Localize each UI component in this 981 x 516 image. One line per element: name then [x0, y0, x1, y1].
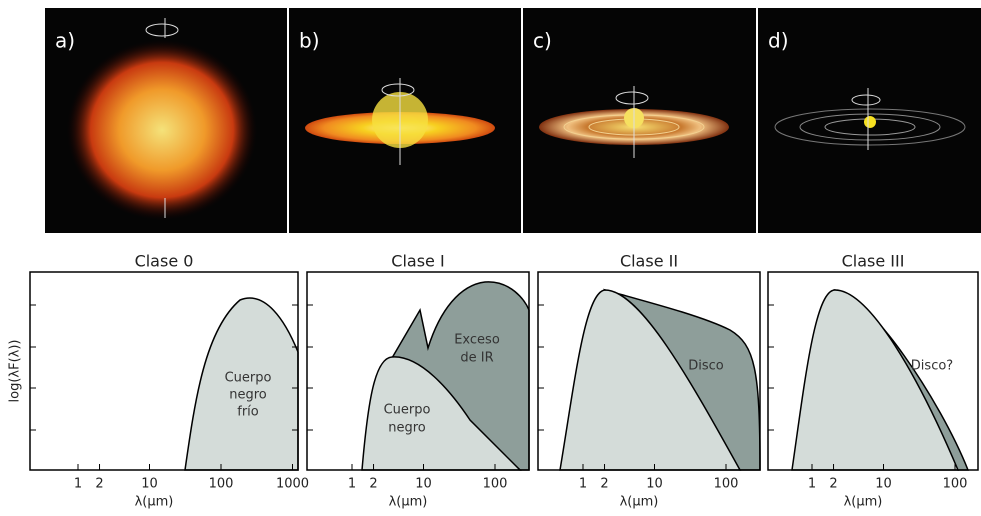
- spin: [381, 83, 415, 97]
- panel-label: a): [55, 29, 75, 53]
- plot-frame: [306, 271, 530, 471]
- plot-frame: [767, 271, 979, 471]
- x-tick-label: 100: [714, 477, 739, 492]
- blackbody: [791, 289, 960, 471]
- plot-frame: [537, 271, 761, 471]
- plot-title: Clase I: [391, 252, 444, 271]
- annotation: negro: [229, 388, 267, 403]
- annotation: frío: [237, 405, 259, 420]
- star: [864, 116, 876, 128]
- x-tick-label: 100: [209, 477, 234, 492]
- plot-title: Clase 0: [135, 252, 194, 271]
- ring: [774, 108, 966, 146]
- x-tick-label: 1: [74, 477, 82, 492]
- x-axis-label: λ(μm): [844, 495, 883, 510]
- image-panels: [45, 8, 981, 233]
- x-tick-label: 2: [600, 477, 608, 492]
- annotation: de IR: [460, 351, 493, 366]
- blackbody: [361, 356, 522, 471]
- blackbody: [184, 297, 299, 471]
- plot-title: Clase II: [620, 252, 678, 271]
- annotation: Disco: [688, 359, 724, 374]
- x-tick-label: 1: [808, 477, 816, 492]
- x-tick-label: 2: [95, 477, 103, 492]
- panel-label: b): [299, 29, 320, 53]
- x-tick-label: 10: [646, 477, 663, 492]
- spin: [145, 23, 179, 37]
- x-tick-label: 100: [943, 477, 968, 492]
- x-tick-label: 2: [369, 477, 377, 492]
- panel-label: c): [533, 29, 552, 53]
- x-tick-label: 1000: [276, 477, 309, 492]
- annotation: Cuerpo: [384, 403, 431, 418]
- x-axis-label: λ(μm): [389, 495, 428, 510]
- panel-label: d): [768, 29, 789, 53]
- x-tick-label: 10: [141, 477, 158, 492]
- spin: [851, 94, 881, 106]
- x-axis-label: λ(μm): [620, 495, 659, 510]
- x-tick-label: 2: [829, 477, 837, 492]
- x-axis-label: λ(μm): [135, 495, 174, 510]
- sed-curves: [184, 281, 970, 471]
- x-tick-label: 10: [875, 477, 892, 492]
- annotation: Cuerpo: [225, 371, 272, 386]
- blackbody: [559, 289, 742, 471]
- plot-frame: [29, 271, 299, 471]
- annotation: Disco?: [911, 359, 953, 374]
- x-tick-label: 10: [415, 477, 432, 492]
- ring: [799, 113, 941, 141]
- x-tick-label: 1: [348, 477, 356, 492]
- annotation: negro: [388, 421, 426, 436]
- cloud: [67, 40, 257, 220]
- ir-excess: [391, 281, 530, 471]
- x-tick-label: 1: [579, 477, 587, 492]
- x-tick-label: 100: [483, 477, 508, 492]
- y-axis-label: log(λF(λ)): [8, 340, 23, 403]
- annotation: Exceso: [454, 333, 500, 348]
- plot-title: Clase III: [842, 252, 905, 271]
- spin: [615, 91, 649, 105]
